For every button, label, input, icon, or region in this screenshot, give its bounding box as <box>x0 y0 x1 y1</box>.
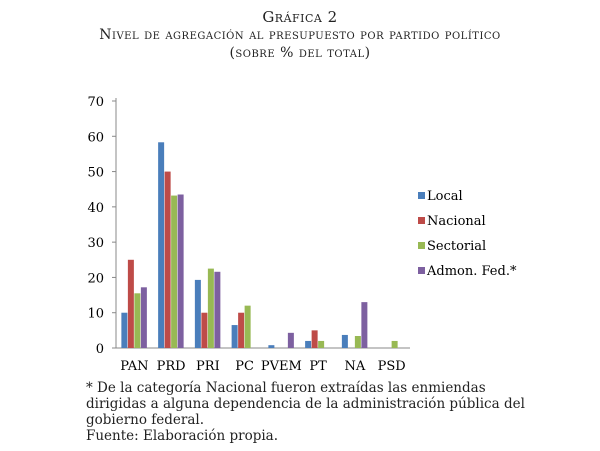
bar-pan-1 <box>121 312 128 348</box>
source-note: Fuente: Elaboración propia. <box>86 428 279 444</box>
y-tick-label: 40 <box>87 201 104 216</box>
y-tick-label: 20 <box>87 271 104 286</box>
bar-pt-2 <box>311 330 318 348</box>
bar-na-3 <box>354 336 361 348</box>
bar-pri-2 <box>201 312 208 348</box>
bar-pvem-1 <box>268 345 275 348</box>
bar-pri-1 <box>194 279 201 348</box>
bar-pan-4 <box>140 287 147 348</box>
bar-pri-4 <box>214 271 221 348</box>
bar-prd-4 <box>177 194 184 348</box>
y-tick-label: 50 <box>87 166 104 181</box>
bar-na-4 <box>361 302 368 348</box>
legend-swatch <box>418 242 425 249</box>
legend-swatch <box>418 267 425 274</box>
footnote: * De la categoría Nacional fueron extraí… <box>86 380 525 428</box>
bar-pan-2 <box>127 259 134 348</box>
bar-pt-1 <box>305 340 312 348</box>
legend-label: Sectorial <box>427 239 486 254</box>
y-tick-label: 70 <box>87 95 104 110</box>
x-tick-label: PT <box>309 359 327 374</box>
chart-subtitle-2: (sobre % del total) <box>229 45 371 61</box>
bar-prd-2 <box>164 171 171 348</box>
x-tick-label: PRD <box>157 359 186 374</box>
bar-prd-1 <box>158 142 165 348</box>
bar-pt-3 <box>318 340 325 348</box>
x-tick-label: PSD <box>378 359 406 374</box>
legend-label: Nacional <box>427 214 486 229</box>
legend-label: Local <box>427 189 463 204</box>
chart-title: Gráfica 2 <box>262 8 338 26</box>
bar-chart: 0 10 20 30 40 50 60 70 PAN PRD PRI PC PVEM PT NA PSD Loc… <box>87 95 517 374</box>
x-tick-label: PC <box>235 359 254 374</box>
y-tick-label: 30 <box>87 236 104 251</box>
bar-pc-3 <box>244 305 251 348</box>
legend-swatch <box>418 192 425 199</box>
legend-swatch <box>418 217 425 224</box>
y-tick-label: 0 <box>96 342 104 357</box>
bar-pan-3 <box>134 293 141 348</box>
chart-subtitle: Nivel de agregación al presupuesto por p… <box>99 27 501 43</box>
x-tick-label: PAN <box>120 359 148 374</box>
y-tick-label: 60 <box>87 130 104 145</box>
x-tick-label: PVEM <box>261 359 302 374</box>
bar-pc-1 <box>231 325 238 348</box>
legend-label: Admon. Fed.* <box>426 264 517 279</box>
bar-psd-3 <box>391 340 398 348</box>
x-tick-label: PRI <box>196 359 220 374</box>
bar-pvem-4 <box>287 332 294 348</box>
x-tick-label: NA <box>344 359 365 374</box>
bar-pri-3 <box>207 268 214 348</box>
bar-prd-3 <box>171 195 178 348</box>
bar-pc-2 <box>238 312 245 348</box>
bar-na-1 <box>341 334 348 348</box>
y-tick-label: 10 <box>87 307 104 322</box>
